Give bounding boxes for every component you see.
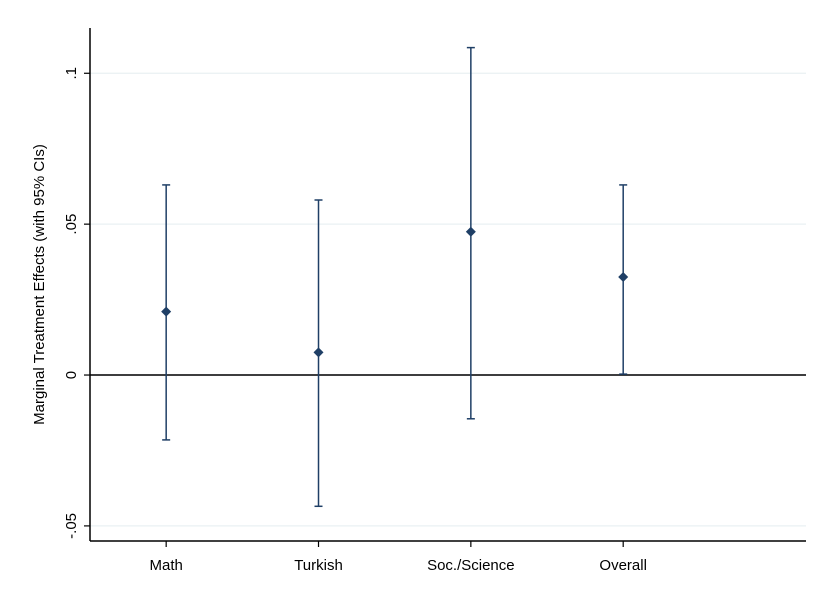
y-tick-label: -.05 — [63, 513, 80, 539]
point-estimate-marker — [161, 306, 172, 317]
point-estimate-marker — [313, 347, 324, 358]
y-ticks: -.05 0 .05 .1 — [63, 67, 90, 539]
x-tick-label: Math — [149, 557, 182, 574]
x-tick-label: Turkish — [294, 557, 343, 574]
y-axis-title: Marginal Treatment Effects (with 95% CIs… — [31, 144, 48, 425]
x-tick-label: Soc./Science — [427, 557, 515, 574]
x-ticks: Math Turkish Soc./Science Overall — [149, 541, 647, 574]
point-estimates — [161, 226, 629, 358]
axes — [89, 28, 806, 542]
y-tick-label: 0 — [63, 371, 80, 379]
x-tick-label: Overall — [599, 557, 647, 574]
y-tick-label: .1 — [63, 67, 80, 80]
point-estimate-marker — [618, 271, 629, 282]
point-estimate-marker — [465, 226, 476, 237]
y-tick-label: .05 — [63, 214, 80, 235]
